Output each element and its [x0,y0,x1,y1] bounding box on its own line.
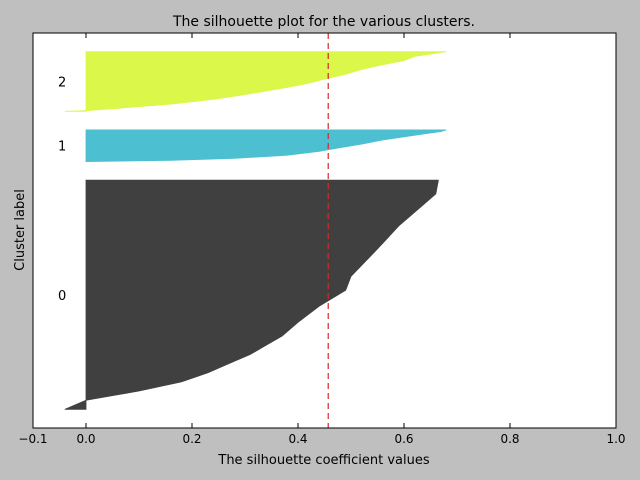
y-axis-label: Cluster label [13,189,28,271]
x-tick-label: 0.0 [76,432,95,446]
plot-frame [32,32,617,429]
x-tick-label: 0.2 [182,432,201,446]
x-tick-label: 0.4 [288,432,307,446]
cluster-label-1: 1 [58,140,66,155]
x-axis-ticks: −0.1 0.0 0.2 0.4 0.6 0.8 1.0 [18,33,626,446]
x-tick-label: −0.1 [18,432,47,446]
x-axis-label: The silhouette coefficient values [217,453,429,468]
x-tick-label: 0.8 [500,432,519,446]
series-layer [64,51,447,410]
cluster-label-2: 2 [58,75,66,90]
cluster-2-silhouette [64,51,447,112]
cluster-label-0: 0 [58,289,66,304]
cluster-label-layer: 0 1 2 [58,75,66,303]
cluster-1-silhouette [85,129,447,163]
chart-title: The silhouette plot for the various clus… [172,14,475,30]
x-tick-label: 1.0 [606,432,625,446]
x-tick-label: 0.6 [394,432,413,446]
cluster-0-silhouette [64,179,439,410]
